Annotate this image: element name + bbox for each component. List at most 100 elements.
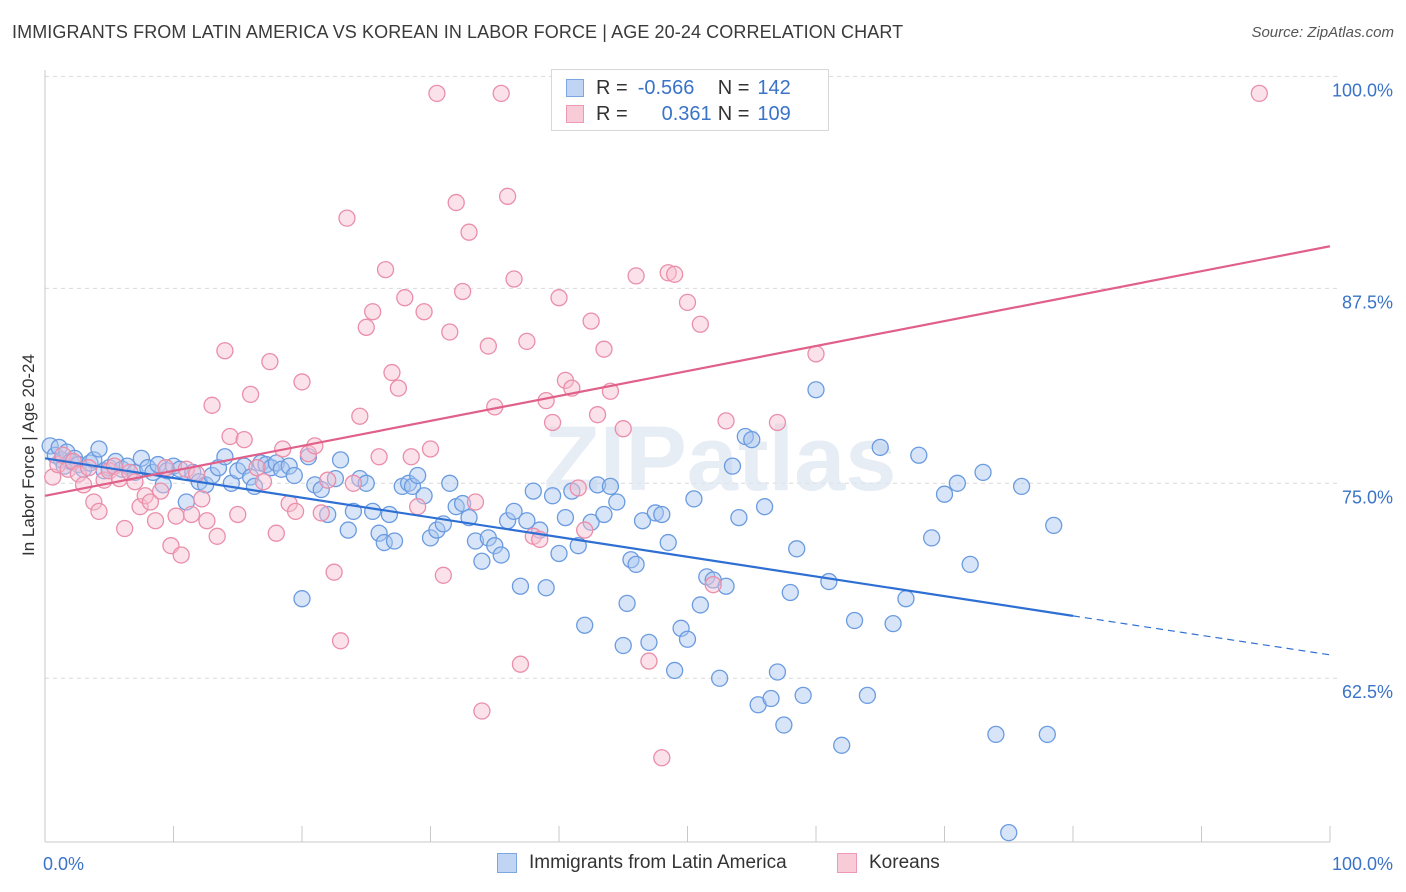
latin-america-point [627, 555, 645, 574]
latin-america-point [622, 551, 640, 569]
korean-point [167, 507, 185, 525]
korean-point [543, 413, 562, 432]
legend-r-value: -0.566 [637, 76, 695, 99]
korean-point [203, 396, 221, 414]
legend-label-koreans: Koreans [869, 852, 940, 873]
korean-point [254, 473, 273, 491]
korean-point [511, 655, 530, 673]
latin-america-point [441, 474, 459, 492]
trend-line-latin-america [44, 457, 1074, 617]
korean-point [473, 702, 491, 720]
latin-america-point [453, 494, 472, 513]
korean-point [466, 493, 485, 511]
korean-point [261, 352, 279, 371]
korean-point [325, 563, 343, 581]
axes [44, 70, 1331, 843]
korean-point [172, 546, 190, 564]
korean-point [434, 566, 453, 584]
korean-point [344, 474, 363, 492]
latin-america-point [595, 505, 613, 524]
latin-america-point [775, 716, 793, 734]
korean-point [550, 289, 568, 307]
korean-point [505, 270, 523, 288]
latin-america-point [987, 725, 1005, 744]
latin-america-point [923, 529, 941, 547]
latin-america-point [910, 446, 928, 464]
korean-point [69, 465, 88, 483]
y-tick-label: 87.5% [1342, 292, 1393, 312]
latin-america-point [492, 546, 510, 564]
legend-r-label: R = [596, 102, 628, 125]
korean-point [208, 527, 226, 545]
korean-point [151, 482, 170, 500]
korean-point [717, 412, 735, 430]
korean-point [141, 493, 160, 511]
latin-america-point [90, 440, 108, 458]
korean-point [479, 337, 497, 355]
latin-america-point [241, 468, 260, 486]
latin-america-point [293, 590, 311, 608]
latin-america-point [685, 490, 703, 508]
latin-america-point [710, 669, 729, 687]
latin-america-point [364, 502, 382, 521]
korean-point [704, 576, 722, 594]
korean-point [396, 289, 414, 307]
latin-america-point [858, 686, 877, 705]
latin-america-point [1012, 477, 1031, 496]
korean-point [116, 519, 134, 538]
latin-america-point [730, 508, 748, 527]
korean-point [364, 303, 382, 321]
latin-america-point [781, 583, 799, 602]
korean-point [312, 504, 330, 522]
korean-point [229, 505, 247, 524]
latin-america-point [428, 521, 446, 539]
latin-america-point [614, 636, 632, 655]
legend-item-koreans: Koreans [837, 852, 940, 874]
grid-lines [45, 75, 1340, 679]
y-tick-label: 62.5% [1342, 682, 1393, 702]
latin-america-point [280, 457, 298, 475]
korean-point [492, 84, 510, 103]
latin-america-point [762, 689, 780, 708]
latin-america-point [678, 630, 697, 648]
korean-point [286, 502, 305, 521]
legend-n-value: 142 [757, 76, 791, 99]
korean-point [627, 267, 645, 285]
latin-america-point [132, 449, 151, 467]
y-tick-labels: 62.5% 75.0% 87.5% 100.0% [1332, 80, 1393, 702]
korean-point [383, 363, 401, 382]
latin-america-point [370, 524, 388, 542]
korean-point [357, 318, 375, 336]
source-credit: Source: ZipAtlas.com [1251, 24, 1394, 41]
latin-america-point [331, 451, 350, 469]
legend-swatch-pink [566, 105, 584, 123]
latin-america-point [511, 577, 530, 595]
latin-america-point [717, 577, 735, 595]
latin-america-point [755, 498, 774, 516]
latin-america-point [768, 663, 787, 681]
korean-point [408, 498, 427, 516]
korean-point [415, 303, 433, 321]
latin-america-point [380, 505, 399, 524]
korean-point [351, 407, 369, 425]
korean-point [402, 448, 420, 466]
korean-point [498, 187, 517, 205]
y-axis-label: In Labor Force | Age 20-24 [19, 354, 38, 556]
latin-america-point [961, 555, 979, 574]
legend-label-latin-america: Immigrants from Latin America [529, 852, 787, 873]
chart-title: IMMIGRANTS FROM LATIN AMERICA VS KOREAN … [12, 22, 904, 42]
latin-america-point [601, 477, 620, 496]
latin-america-point [845, 611, 864, 630]
series-koreans [44, 84, 1268, 767]
latin-america-point [820, 572, 838, 591]
trend-lines [44, 245, 1331, 656]
latin-america-point [618, 594, 636, 613]
korean-point [319, 471, 337, 489]
latin-america-point [1000, 823, 1018, 842]
series-legend: Immigrants from Latin America Koreans [0, 852, 1406, 878]
y-tick-label: 100.0% [1332, 80, 1393, 100]
latin-america-point [403, 477, 422, 496]
correlation-legend: R = -0.566 N = 142 R = 0.361 N = 109 [551, 69, 829, 131]
latin-america-point [550, 544, 568, 563]
latin-america-point [576, 616, 594, 634]
